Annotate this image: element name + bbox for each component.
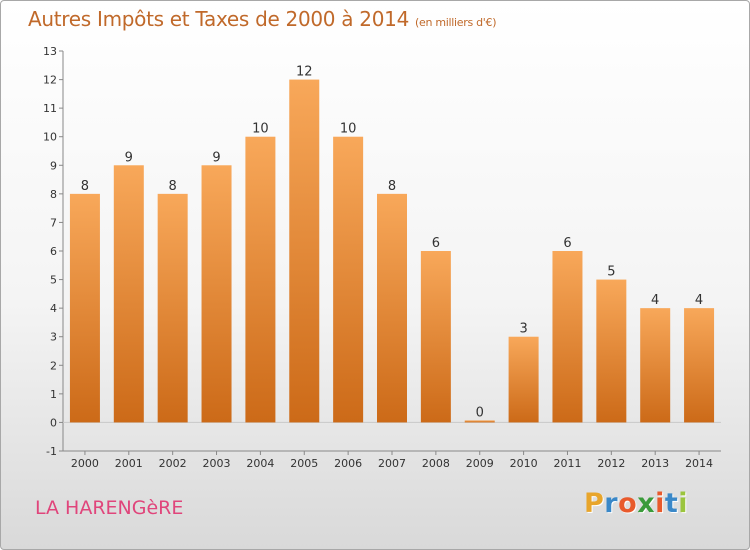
data-label: 8 [81, 179, 89, 194]
bar [464, 420, 495, 423]
unit-label: (en milliers d'€) [415, 16, 497, 29]
bar [113, 165, 144, 423]
x-tick-label: 2004 [246, 457, 274, 470]
bar [245, 136, 276, 423]
x-tick-label: 2014 [685, 457, 713, 470]
logo-letter: t [664, 488, 679, 519]
bar [596, 279, 627, 423]
x-tick-label: 2007 [378, 457, 406, 470]
data-label: 9 [125, 150, 133, 165]
data-label: 6 [432, 236, 440, 251]
data-label: 3 [519, 322, 527, 337]
y-tick-label: 5 [50, 274, 57, 287]
y-tick-label: 4 [50, 302, 57, 315]
x-tick-label: 2005 [290, 457, 318, 470]
bar [420, 251, 451, 423]
title-text: Autres Impôts et Taxes de 2000 à 2014 [28, 7, 409, 31]
data-label: 4 [695, 293, 703, 308]
data-label: 6 [563, 236, 571, 251]
logo-letter: x [637, 488, 656, 519]
x-tick-label: 2010 [510, 457, 538, 470]
y-tick-label: 2 [50, 359, 57, 372]
bar [640, 308, 671, 423]
data-label: 10 [340, 122, 357, 137]
bar [684, 308, 715, 423]
bar [333, 136, 364, 423]
logo-letter: i [655, 488, 665, 519]
commune-name: LA HARENGèRE [35, 497, 184, 519]
chart-title: Autres Impôts et Taxes de 2000 à 2014 (en… [28, 7, 496, 31]
data-label: 12 [296, 65, 313, 80]
logo-letter: P [584, 488, 605, 519]
bar [69, 193, 100, 423]
data-label: 10 [252, 122, 269, 137]
y-tick-label: 1 [50, 388, 57, 401]
y-tick-label: 8 [50, 188, 57, 201]
x-tick-label: 2013 [641, 457, 669, 470]
bar [552, 251, 583, 423]
logo-letter: i [678, 488, 689, 519]
x-tick-label: 2012 [597, 457, 625, 470]
logo-letter: r [604, 488, 619, 519]
data-label: 0 [476, 405, 484, 420]
data-label: 4 [651, 293, 659, 308]
proxiti-logo[interactable]: Proxiti [584, 488, 688, 519]
x-tick-label: 2011 [553, 457, 581, 470]
bar [201, 165, 232, 423]
y-tick-label: 6 [50, 245, 57, 258]
y-tick-label: 0 [50, 416, 57, 429]
data-label: 9 [212, 150, 220, 165]
y-tick-label: 12 [43, 74, 57, 87]
bar [289, 79, 320, 423]
y-tick-label: 3 [50, 331, 57, 344]
y-tick-label: 7 [50, 216, 57, 229]
x-tick-label: 2000 [71, 457, 99, 470]
bar [157, 193, 188, 423]
data-label: 5 [607, 265, 615, 280]
bar [508, 336, 539, 423]
y-tick-label: 10 [43, 131, 57, 144]
logo-letter: o [618, 488, 638, 519]
y-tick-label: 9 [50, 159, 57, 172]
x-tick-label: 2001 [115, 457, 143, 470]
y-tick-label: -1 [46, 445, 57, 458]
bar [377, 193, 407, 423]
x-tick-label: 2008 [422, 457, 450, 470]
x-tick-label: 2002 [159, 457, 187, 470]
bars: 8 9 8 9 10 12 10 8 6 0 3 6 5 4 4 [69, 65, 715, 423]
y-tick-label: 13 [43, 45, 57, 58]
data-label: 8 [388, 179, 396, 194]
x-tick-label: 2006 [334, 457, 362, 470]
data-label: 8 [169, 179, 177, 194]
x-tick-label: 2009 [466, 457, 494, 470]
x-tick-label: 2003 [203, 457, 231, 470]
y-tick-label: 11 [43, 102, 57, 115]
